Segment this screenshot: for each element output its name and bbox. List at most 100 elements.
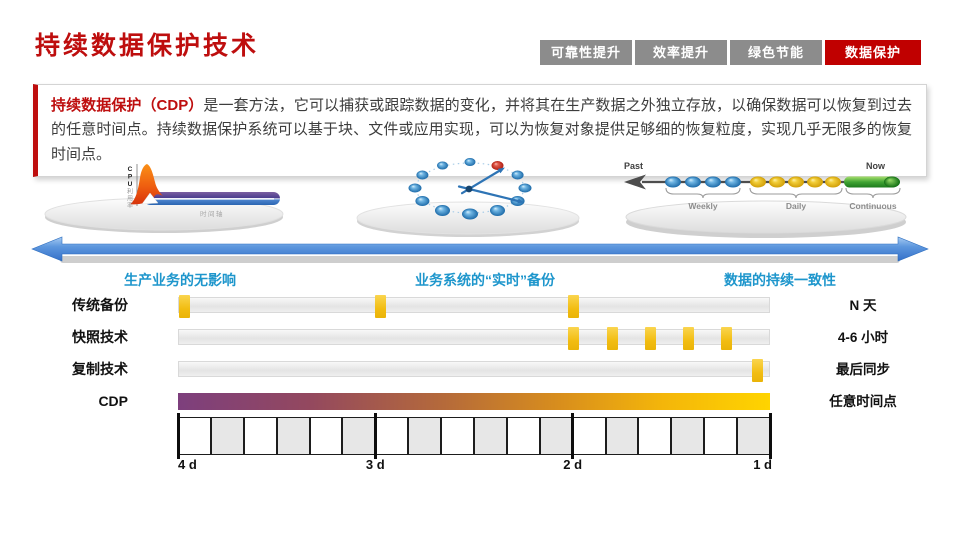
realtime-clock-graphic bbox=[356, 158, 580, 237]
daily-beads bbox=[750, 176, 841, 188]
day-tick-label: 1 d bbox=[753, 457, 772, 472]
tab-item[interactable]: 绿色节能 bbox=[730, 40, 822, 65]
granularity-bar-row bbox=[178, 386, 770, 418]
technology-label: 复制技术 bbox=[72, 361, 128, 377]
benefit-label: 数据的持续一致性 bbox=[724, 272, 836, 288]
continuous-label: Continuous bbox=[849, 201, 896, 211]
day-tick bbox=[768, 413, 772, 459]
platform-top bbox=[625, 200, 907, 234]
rpo-label: 任意时间点 bbox=[829, 394, 897, 409]
granularity-bar bbox=[178, 295, 770, 318]
ruler-cell bbox=[704, 417, 738, 455]
ruler-cell bbox=[309, 417, 343, 455]
benefit-label: 业务系统的“实时”备份 bbox=[415, 272, 555, 288]
ruler-cell bbox=[474, 417, 507, 455]
day-ruler bbox=[178, 417, 771, 455]
tab-active[interactable]: 数据保护 bbox=[825, 40, 921, 65]
ruler-cell bbox=[243, 417, 277, 455]
granularity-bar-row bbox=[178, 322, 770, 354]
technology-label: 快照技术 bbox=[72, 329, 128, 345]
benefit-label: 生产业务的无影响 bbox=[124, 272, 236, 288]
daily-label: Daily bbox=[786, 201, 807, 211]
double-arrow-banner bbox=[31, 236, 929, 263]
day-tick bbox=[571, 413, 575, 459]
ruler-cell bbox=[375, 417, 409, 455]
tube-highlight bbox=[148, 198, 274, 200]
rpo-label: 最后同步 bbox=[836, 362, 890, 377]
group-braces bbox=[665, 187, 901, 199]
rpo-labels-column: N 天 4-6 小时 最后同步任意时间点 bbox=[798, 290, 928, 418]
ruler-cell bbox=[671, 417, 705, 455]
retention-timeline-graphic: Past Now Weekly Daily Continuous bbox=[624, 161, 907, 238]
cpu-axis-caption: 利 bbox=[127, 188, 133, 196]
recovery-point-marker bbox=[567, 327, 579, 350]
past-label: Past bbox=[624, 161, 643, 171]
recovery-point-marker bbox=[375, 295, 387, 318]
time-axis-label: 时间轴 bbox=[200, 209, 224, 218]
ruler-cell bbox=[178, 417, 211, 455]
ruler-cell bbox=[539, 417, 573, 455]
technology-label: 传统备份 bbox=[72, 297, 128, 313]
clock-beads bbox=[408, 158, 532, 220]
day-tick-label: 3 d bbox=[365, 457, 385, 472]
cdp-gradient-bar bbox=[178, 393, 770, 410]
cdp-definition-body: 是一套方法，它可以捕获或跟踪数据的变化，并将其在生产数据之外独立存放，以确保数据… bbox=[51, 97, 913, 163]
ruler-cell bbox=[638, 417, 672, 455]
cpu-spike-flame-icon bbox=[130, 164, 163, 205]
cpu-axis-caption: 率 bbox=[127, 202, 133, 210]
weekly-label: Weekly bbox=[688, 201, 717, 211]
day-tick-label: 2 d bbox=[563, 457, 583, 472]
tab-item[interactable]: 效率提升 bbox=[635, 40, 727, 65]
double-arrow-icon bbox=[31, 236, 929, 262]
ruler-cell bbox=[342, 417, 376, 455]
ruler-cell bbox=[737, 417, 771, 455]
hour-hand-arrowhead bbox=[517, 198, 524, 204]
arrow-shadow bbox=[60, 256, 900, 263]
recovery-point-marker bbox=[644, 327, 656, 350]
recovery-point-marker bbox=[751, 359, 763, 382]
tab-item[interactable]: 可靠性提升 bbox=[540, 40, 632, 65]
page-title: 持续数据保护技术 bbox=[35, 32, 260, 60]
ruler-cell bbox=[572, 417, 606, 455]
cdp-definition-lead: 持续数据保护（CDP） bbox=[51, 97, 204, 114]
day-tick-label: 4 d bbox=[178, 457, 197, 472]
continuous-bar bbox=[844, 176, 898, 188]
recovery-point-marker bbox=[606, 327, 618, 350]
recovery-point-marker bbox=[721, 327, 733, 350]
cpu-axis-letter: U bbox=[128, 181, 133, 188]
technology-label: CDP bbox=[98, 393, 128, 409]
ruler-cell bbox=[441, 417, 475, 455]
ruler-cell bbox=[408, 417, 442, 455]
now-label: Now bbox=[866, 161, 886, 171]
technology-labels-column: 传统备份快照技术复制技术 CDP bbox=[40, 290, 128, 418]
cpu-utilization-graphic: C P U 利 用 率 时间轴 bbox=[44, 164, 284, 233]
ruler-cell bbox=[276, 417, 310, 455]
rpo-label: 4-6 小时 bbox=[837, 330, 889, 345]
tab-strip: 可靠性提升 效率提升 绿色节能 数据保护 bbox=[537, 40, 921, 65]
rpo-label: N 天 bbox=[849, 298, 877, 313]
granularity-bar-row bbox=[178, 354, 770, 386]
weekly-beads bbox=[665, 176, 741, 188]
recovery-point-marker bbox=[179, 295, 190, 318]
day-tick bbox=[176, 413, 180, 459]
cpu-axis-letter: P bbox=[128, 174, 133, 181]
ruler-cell bbox=[210, 417, 244, 455]
recovery-point-marker bbox=[567, 295, 579, 318]
clock-red-bead bbox=[491, 161, 504, 170]
clock-center bbox=[465, 185, 473, 193]
continuous-end-bead bbox=[884, 176, 900, 188]
granularity-bar bbox=[178, 359, 770, 382]
flame-base-highlight bbox=[141, 192, 159, 205]
day-tick bbox=[373, 413, 377, 459]
granularity-bars-area bbox=[178, 290, 770, 418]
minute-hand-arrowhead bbox=[497, 167, 505, 174]
granularity-bar bbox=[178, 327, 770, 350]
recovery-point-marker bbox=[682, 327, 694, 350]
granularity-bar-row bbox=[178, 290, 770, 322]
past-arrowhead-icon bbox=[624, 174, 646, 190]
ruler-cell bbox=[506, 417, 540, 455]
ruler-cell bbox=[605, 417, 639, 455]
cpu-axis-caption: 用 bbox=[127, 196, 133, 203]
cdp-definition-box: 持续数据保护（CDP）是一套方法，它可以捕获或跟踪数据的变化，并将其在生产数据之… bbox=[33, 84, 927, 177]
